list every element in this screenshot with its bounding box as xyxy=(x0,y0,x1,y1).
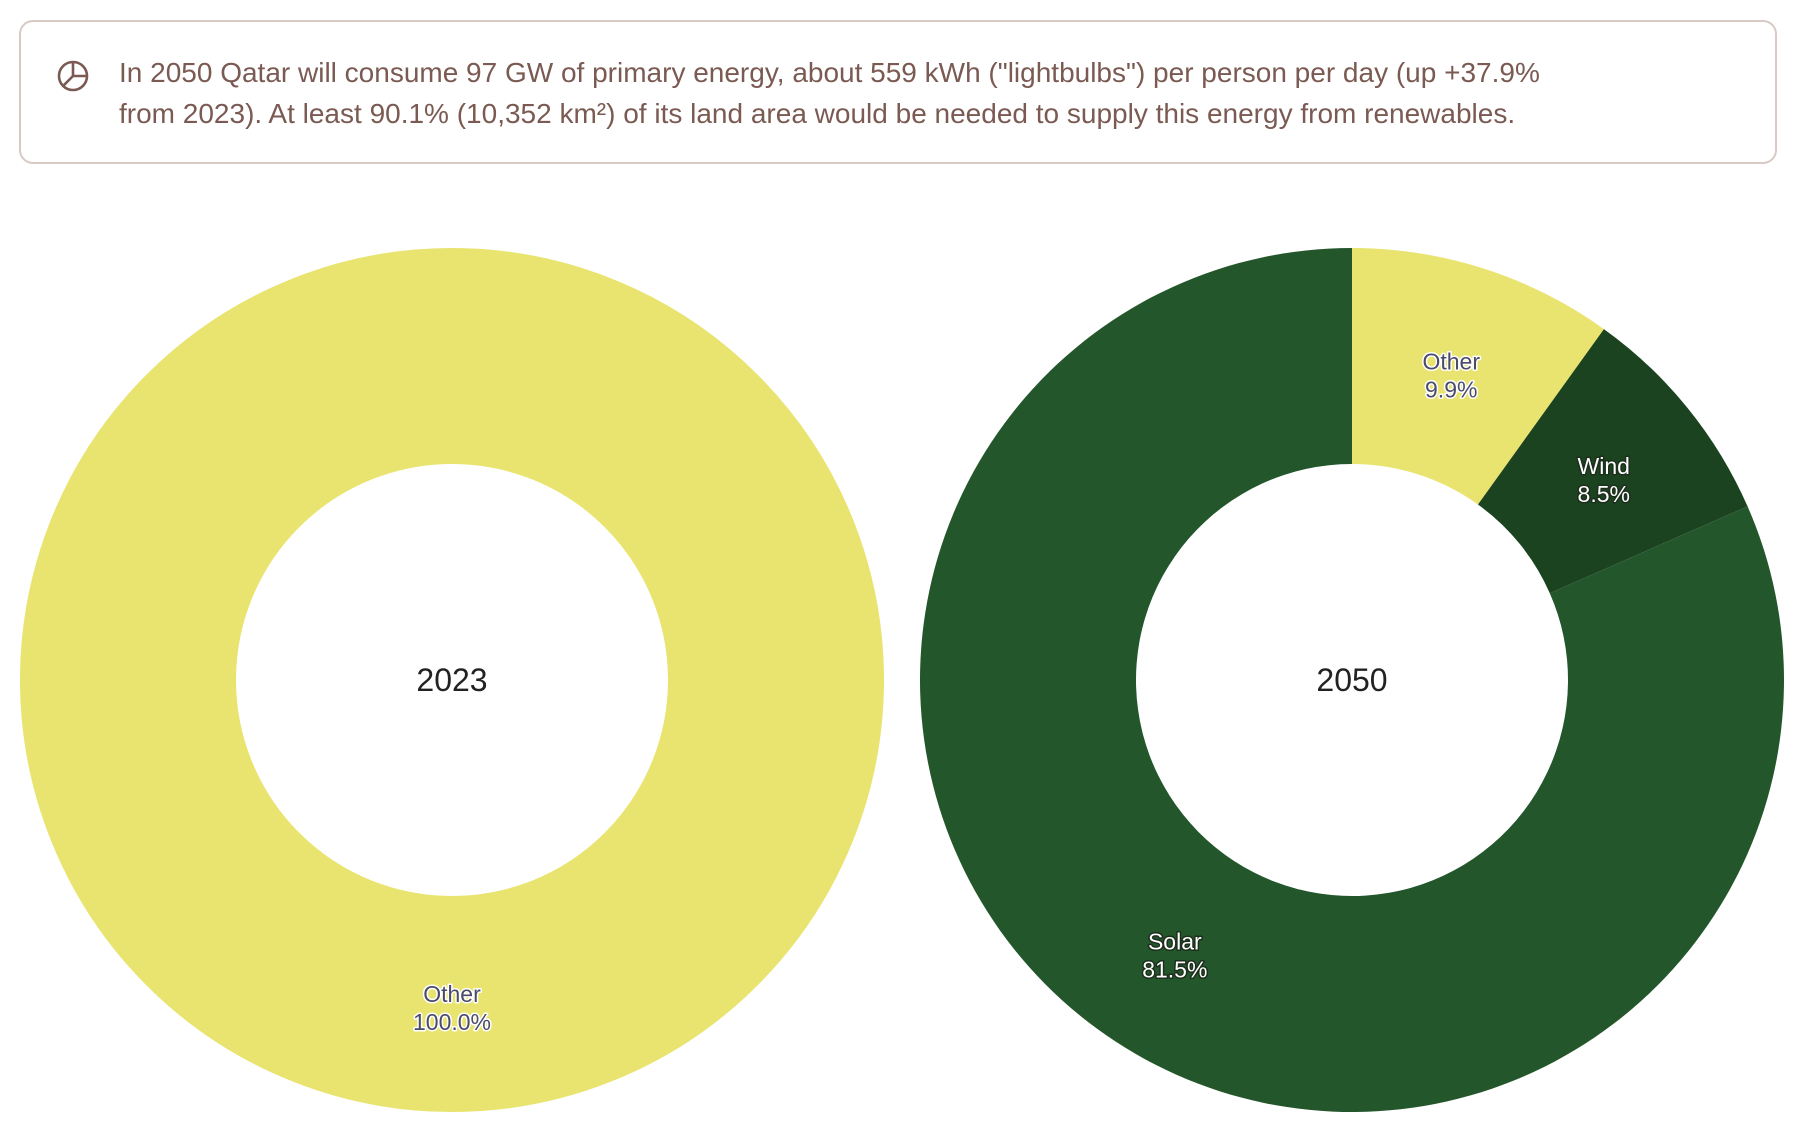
slice-label-wind-2050: Wind xyxy=(1578,453,1630,479)
slice-value-other-2023: 100.0% xyxy=(413,1009,491,1035)
slice-label-other-2050: Other xyxy=(1422,349,1480,375)
slice-solar-2050[interactable] xyxy=(919,248,1784,1112)
summary-text: In 2050 Qatar will consume 97 GW of prim… xyxy=(119,52,1679,134)
chart-center-label-2050: 2050 xyxy=(1316,662,1387,698)
pie-chart-icon xyxy=(57,60,89,92)
slice-label-other-2023: Other xyxy=(423,981,481,1007)
slice-value-other-2050: 9.9% xyxy=(1425,377,1477,403)
summary-box: In 2050 Qatar will consume 97 GW of prim… xyxy=(19,20,1777,164)
slice-other-2050[interactable] xyxy=(1352,248,1604,505)
slice-label-solar-2050: Solar xyxy=(1148,928,1202,954)
summary-line-2: from 2023). At least 90.1% (10,352 km²) … xyxy=(119,98,1516,129)
slice-wind-2050[interactable] xyxy=(1477,329,1748,594)
slice-value-solar-2050: 81.5% xyxy=(1142,956,1207,982)
slice-other-2023[interactable] xyxy=(20,248,884,1112)
donut-charts: Other100.0%2023Other9.9%Wind8.5%Solar81.… xyxy=(20,248,1784,1112)
summary-line-1: In 2050 Qatar will consume 97 GW of prim… xyxy=(119,57,1540,88)
chart-center-label-2023: 2023 xyxy=(416,662,487,698)
slice-value-wind-2050: 8.5% xyxy=(1578,481,1630,507)
